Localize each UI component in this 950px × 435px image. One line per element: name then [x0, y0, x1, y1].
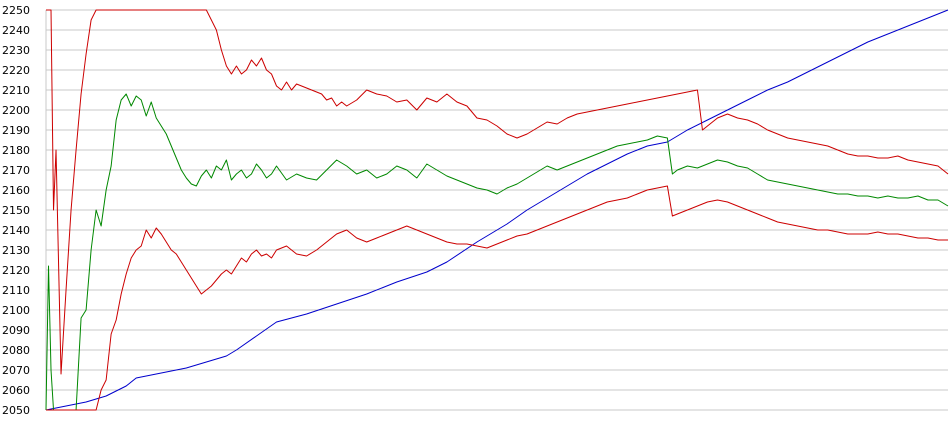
- y-tick-label: 2230: [2, 44, 30, 57]
- y-tick-label: 2090: [2, 324, 30, 337]
- y-tick-label: 2070: [2, 364, 30, 377]
- grid-lines: [46, 9, 948, 411]
- y-tick-label: 2130: [2, 244, 30, 257]
- series-line-0: [45, 9, 949, 411]
- y-tick-label: 2180: [2, 144, 30, 157]
- y-tick-label: 2080: [2, 344, 30, 357]
- y-tick-label: 2210: [2, 84, 30, 97]
- y-tick-label: 2120: [2, 264, 30, 277]
- y-tick-labels: 2050 2060 2070 2080 2090 2100 2110 2120 2130 2140…: [2, 4, 30, 417]
- series-lines: [45, 9, 949, 411]
- y-tick-label: 2220: [2, 64, 30, 77]
- y-tick-label: 2200: [2, 104, 30, 117]
- y-tick-label: 2240: [2, 24, 30, 37]
- y-tick-label: 2100: [2, 304, 30, 317]
- series-line-3: [46, 185, 948, 411]
- y-tick-label: 2140: [2, 224, 30, 237]
- y-tick-label: 2160: [2, 184, 30, 197]
- series-line-1: [45, 93, 949, 411]
- y-tick-label: 2150: [2, 204, 30, 217]
- y-tick-label: 2060: [2, 384, 30, 397]
- y-tick-label: 2050: [2, 404, 30, 417]
- y-tick-label: 2190: [2, 124, 30, 137]
- series-line-2: [46, 9, 949, 375]
- y-tick-label: 2170: [2, 164, 30, 177]
- y-tick-label: 2250: [2, 4, 30, 17]
- y-tick-label: 2110: [2, 284, 30, 297]
